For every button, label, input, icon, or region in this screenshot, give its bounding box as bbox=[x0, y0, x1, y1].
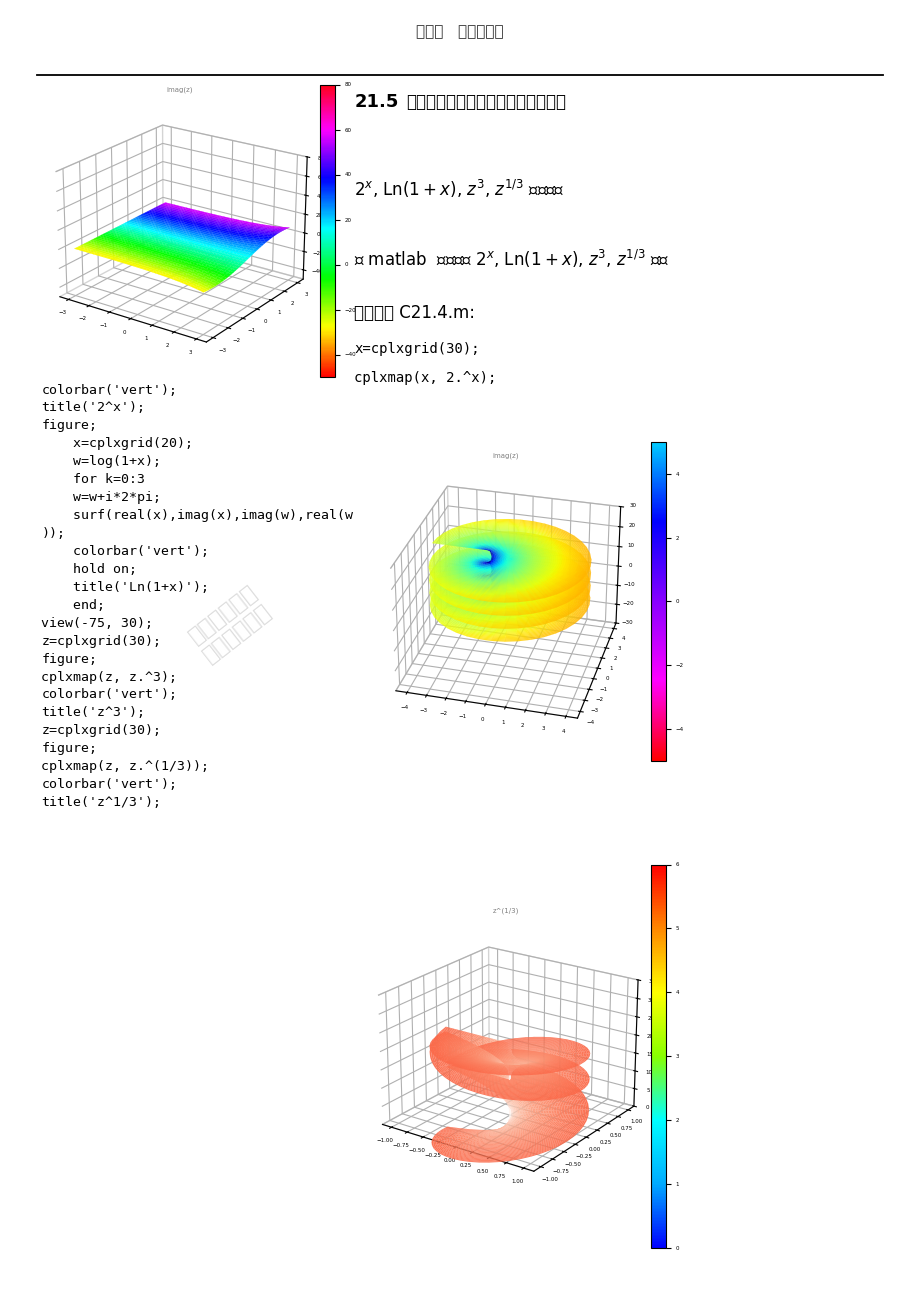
Text: 用 matlab  绘出函数 $2^x$, Ln$(1+x)$, $z^3$, $z^{1/3}$ 的图: 用 matlab 绘出函数 $2^x$, Ln$(1+x)$, $z^3$, $… bbox=[354, 248, 669, 270]
Text: x=cplxgrid(30);: x=cplxgrid(30); bbox=[354, 342, 480, 356]
Text: cplxmap(z, z.^3);: cplxmap(z, z.^3); bbox=[41, 671, 177, 684]
Text: hold on;: hold on; bbox=[41, 563, 137, 576]
Text: colorbar('vert');: colorbar('vert'); bbox=[41, 545, 210, 558]
Title: z^(1/3): z^(1/3) bbox=[493, 907, 518, 914]
Text: title('z^1/3');: title('z^1/3'); bbox=[41, 796, 161, 809]
Text: w=log(1+x);: w=log(1+x); bbox=[41, 455, 161, 468]
Text: 利用计算机仿真的方法分别绘出函数: 利用计算机仿真的方法分别绘出函数 bbox=[406, 94, 565, 112]
Text: colorbar('vert');: colorbar('vert'); bbox=[41, 689, 177, 702]
Text: w=w+i*2*pi;: w=w+i*2*pi; bbox=[41, 491, 161, 504]
Text: ));: )); bbox=[41, 526, 65, 539]
Text: surf(real(x),imag(x),imag(w),real(w: surf(real(x),imag(x),imag(w),real(w bbox=[41, 510, 353, 523]
Text: 形的程序 C21.4.m:: 形的程序 C21.4.m: bbox=[354, 304, 475, 322]
Text: x=cplxgrid(20);: x=cplxgrid(20); bbox=[41, 437, 193, 450]
Text: 第四篇   计算机仿真: 第四篇 计算机仿真 bbox=[415, 25, 504, 39]
Text: 数学物理方法
与计算机仿真: 数学物理方法 与计算机仿真 bbox=[185, 582, 275, 666]
Text: end;: end; bbox=[41, 599, 106, 612]
Text: 21.5: 21.5 bbox=[354, 94, 398, 112]
Text: title('Ln(1+x)');: title('Ln(1+x)'); bbox=[41, 581, 210, 594]
Text: $2^x$, Ln$(1+x)$, $z^3$, $z^{1/3}$ 的图形。: $2^x$, Ln$(1+x)$, $z^3$, $z^{1/3}$ 的图形。 bbox=[354, 178, 564, 200]
Text: colorbar('vert');: colorbar('vert'); bbox=[41, 779, 177, 792]
Text: title('2^x');: title('2^x'); bbox=[41, 402, 145, 415]
Text: view(-75, 30);: view(-75, 30); bbox=[41, 616, 153, 629]
Text: cplxmap(z, z.^(1/3));: cplxmap(z, z.^(1/3)); bbox=[41, 760, 210, 774]
Text: figure;: figure; bbox=[41, 742, 97, 755]
Title: imag(z): imag(z) bbox=[493, 452, 518, 459]
Text: title('z^3');: title('z^3'); bbox=[41, 706, 145, 719]
Text: colorbar('vert');: colorbar('vert'); bbox=[41, 384, 177, 396]
Text: for k=0:3: for k=0:3 bbox=[41, 473, 145, 486]
Text: figure;: figure; bbox=[41, 420, 97, 433]
Text: z=cplxgrid(30);: z=cplxgrid(30); bbox=[41, 634, 161, 647]
Text: figure;: figure; bbox=[41, 653, 97, 666]
Text: cplxmap(x, 2.^x);: cplxmap(x, 2.^x); bbox=[354, 372, 496, 385]
Text: z=cplxgrid(30);: z=cplxgrid(30); bbox=[41, 724, 161, 737]
Title: imag(z): imag(z) bbox=[166, 86, 192, 92]
